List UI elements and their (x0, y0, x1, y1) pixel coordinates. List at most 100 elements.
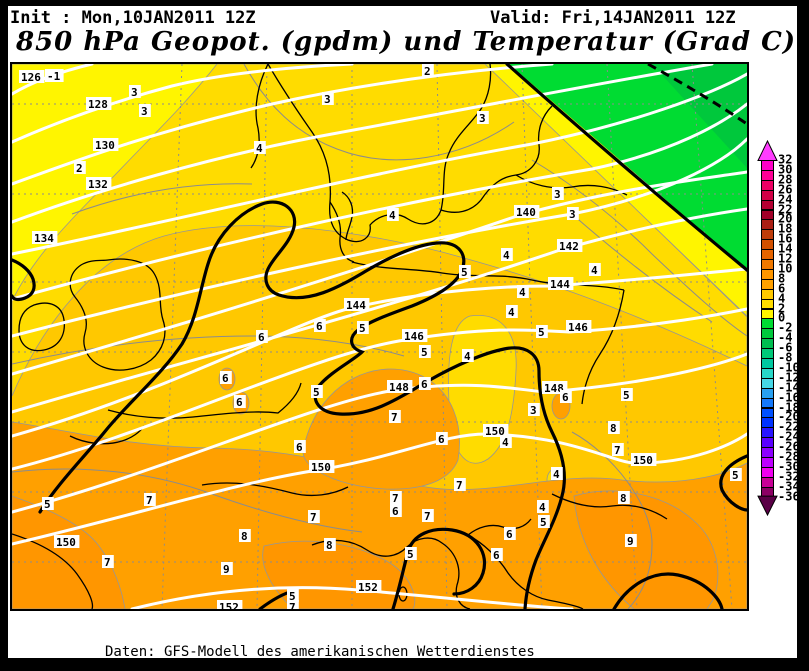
isotherm-label: 8 (324, 538, 336, 552)
svg-text:144: 144 (550, 278, 570, 291)
svg-text:5: 5 (461, 266, 468, 279)
svg-text:152: 152 (219, 601, 239, 609)
isotherm-label: 5 (459, 265, 471, 279)
isotherm-label: 9 (625, 534, 637, 548)
svg-text:148: 148 (544, 382, 564, 395)
colorbar-value: 22 (778, 201, 793, 216)
svg-text:132: 132 (88, 178, 108, 191)
isotherm-label: 4 (387, 208, 399, 222)
isotherm-label: 6 (220, 371, 232, 385)
isotherm-label: 4 (589, 263, 601, 277)
isohypse-label: 152 (356, 580, 382, 594)
colorbar-value: -30 (778, 459, 800, 474)
colorbar-value: -20 (778, 409, 800, 424)
isotherm-label: 5 (287, 589, 299, 603)
svg-text:150: 150 (56, 536, 76, 549)
colorbar-value: -34 (778, 478, 800, 493)
isohypse-label: 126 (19, 70, 45, 84)
isotherm-label: -1 (45, 69, 64, 83)
svg-text:6: 6 (222, 372, 229, 385)
isotherm-label: 6 (256, 330, 268, 344)
isotherm-label: 5 (311, 385, 323, 399)
svg-text:5: 5 (421, 346, 428, 359)
svg-text:7: 7 (424, 510, 431, 523)
isotherm-label: 7 (308, 510, 320, 524)
map-labels: 126 128 130 132 134 140 142 144 144 146 146 148 148 1… (19, 64, 742, 609)
svg-text:5: 5 (407, 548, 414, 561)
colorbar-value: 8 (778, 271, 786, 286)
svg-text:8: 8 (241, 530, 248, 543)
svg-text:130: 130 (95, 139, 115, 152)
isotherm-label: 6 (314, 319, 326, 333)
svg-text:7: 7 (104, 556, 111, 569)
isotherm-label: 9 (221, 562, 233, 576)
svg-text:9: 9 (223, 563, 230, 576)
isotherm-label: 4 (462, 349, 474, 363)
isohypse-label: 152 (217, 600, 243, 609)
svg-text:128: 128 (88, 98, 108, 111)
colorbar-arrow-bottom (757, 495, 778, 517)
attribution: Daten: GFS-Modell des amerikanischen Wet… (105, 607, 535, 671)
isotherm-label: 7 (389, 410, 401, 424)
svg-text:150: 150 (485, 425, 505, 438)
svg-text:4: 4 (508, 306, 515, 319)
isohypse-label: 134 (32, 231, 58, 245)
svg-text:150: 150 (311, 461, 331, 474)
svg-text:4: 4 (591, 264, 598, 277)
isotherm-label: 6 (234, 395, 246, 409)
temperature-colorbar: 32 30 28 26 24 22 20 18 16 14 12 10 8 6 4 2 0 -2 -4 -6 -8 -10… (752, 140, 809, 535)
isotherm-label: 5 (538, 515, 550, 529)
isotherm-label: 7 (454, 478, 466, 492)
map-canvas: 126 128 130 132 134 140 142 144 144 146 146 148 148 1… (12, 64, 747, 609)
colorbar-value: -4 (778, 330, 793, 345)
svg-text:5: 5 (538, 326, 545, 339)
colorbar-value: 28 (778, 172, 793, 187)
svg-text:6: 6 (562, 391, 569, 404)
isohypse-label: 142 (557, 239, 583, 253)
svg-text:5: 5 (44, 498, 51, 511)
colorbar-arrows (757, 140, 778, 517)
svg-text:146: 146 (568, 321, 588, 334)
isotherm-label: 4 (537, 500, 549, 514)
svg-text:7: 7 (456, 479, 463, 492)
colorbar-value: 16 (778, 231, 793, 246)
isohypse-label: 148 (387, 380, 413, 394)
isohypse-label: 144 (344, 298, 370, 312)
colorbar-value: -2 (778, 320, 793, 335)
isotherm-label: 4 (500, 435, 512, 449)
isotherm-label: 2 (422, 64, 434, 78)
isohypse-label: 150 (54, 535, 80, 549)
isotherm-label: 3 (552, 187, 564, 201)
colorbar-value: 6 (778, 280, 786, 295)
colorbar-value: 0 (778, 310, 786, 325)
svg-text:5: 5 (732, 469, 739, 482)
svg-text:8: 8 (326, 539, 333, 552)
svg-text:6: 6 (258, 331, 265, 344)
svg-text:5: 5 (313, 386, 320, 399)
svg-text:5: 5 (623, 389, 630, 402)
svg-text:4: 4 (553, 468, 560, 481)
svg-text:134: 134 (34, 232, 54, 245)
chart-title: 850 hPa Geopot. (gpdm) und Temperatur (G… (16, 27, 797, 57)
svg-text:5: 5 (359, 322, 366, 335)
isotherm-label: 4 (254, 141, 266, 155)
isotherm-label: 4 (517, 285, 529, 299)
colorbar-value: 14 (778, 241, 793, 256)
svg-text:3: 3 (530, 404, 537, 417)
isotherm-label: 3 (477, 111, 489, 125)
svg-text:142: 142 (559, 240, 579, 253)
isotherm-label: 8 (239, 529, 251, 543)
colorbar-value: 4 (778, 290, 786, 305)
colorbar-value: 32 (778, 152, 793, 167)
colorbar-value: 2 (778, 300, 786, 315)
svg-text:4: 4 (502, 436, 509, 449)
valid-time-label: Valid: Fri,14JAN2011 12Z (490, 8, 736, 28)
svg-text:144: 144 (346, 299, 366, 312)
colorbar-value: -22 (778, 419, 800, 434)
fill-darkgreen-corner (652, 64, 747, 168)
isotherm-label: 8 (618, 491, 630, 505)
isohypse-label: 150 (631, 453, 657, 467)
svg-text:6: 6 (392, 505, 399, 518)
colorbar-value: 30 (778, 162, 793, 177)
